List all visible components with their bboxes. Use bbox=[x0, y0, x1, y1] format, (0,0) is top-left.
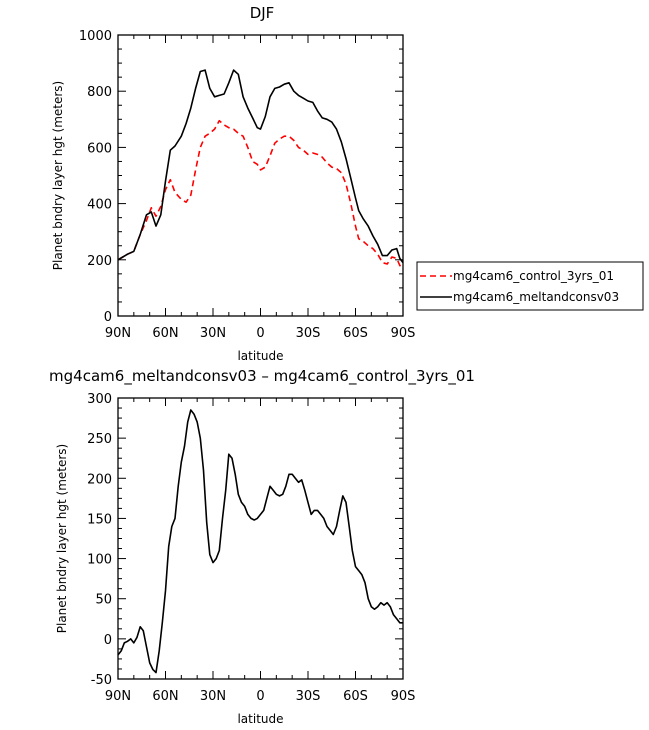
y-tick-label: 800 bbox=[87, 85, 112, 100]
x-tick-label: 30S bbox=[296, 689, 321, 704]
series-line-0 bbox=[117, 119, 404, 271]
y-tick-label: 250 bbox=[87, 432, 112, 447]
y-tick-label: 0 bbox=[104, 310, 112, 325]
y-tick-label: 50 bbox=[95, 593, 112, 608]
top-panel: DJF 90N 60N 30N 0 30S 60S 90S 0 200 400 600 800 1000 l… bbox=[51, 4, 644, 363]
y-tick-label: 200 bbox=[87, 472, 112, 487]
y-tick-label: 150 bbox=[87, 512, 112, 527]
y-axis-label: Planet bndry layer hgt (meters) bbox=[55, 444, 69, 634]
chart-title: DJF bbox=[250, 4, 275, 22]
x-axis-label: latitude bbox=[237, 712, 283, 726]
legend-label: mg4cam6_meltandconsv03 bbox=[453, 290, 619, 304]
plot-frame bbox=[117, 34, 404, 317]
y-tick-label: 1000 bbox=[79, 29, 112, 44]
legend-box bbox=[416, 261, 644, 311]
x-tick-label: 90S bbox=[391, 689, 416, 704]
x-tick-label: 90S bbox=[391, 326, 416, 341]
x-tick-label: 30N bbox=[200, 689, 226, 704]
x-tick-label: 60S bbox=[343, 326, 368, 341]
series-line-1 bbox=[117, 69, 404, 264]
legend: mg4cam6_control_3yrs_01 mg4cam6_meltandco… bbox=[416, 261, 644, 311]
chart-title: mg4cam6_meltandconsv03 – mg4cam6_control… bbox=[49, 367, 475, 386]
y-tick-label: 100 bbox=[87, 553, 112, 568]
y-tick-label: -50 bbox=[91, 673, 112, 688]
x-tick-label: 60N bbox=[152, 689, 178, 704]
y-tick-label: 300 bbox=[87, 392, 112, 407]
y-axis-label: Planet bndry layer hgt (meters) bbox=[51, 81, 65, 271]
legend-label: mg4cam6_control_3yrs_01 bbox=[453, 269, 614, 283]
x-tick-label: 60N bbox=[152, 326, 178, 341]
series-line-0 bbox=[117, 409, 403, 674]
bottom-panel: mg4cam6_meltandconsv03 – mg4cam6_control… bbox=[49, 367, 475, 726]
y-tick-label: 200 bbox=[87, 254, 112, 269]
x-tick-label: 0 bbox=[256, 326, 264, 341]
x-tick-label: 90N bbox=[105, 326, 131, 341]
x-tick-label: 0 bbox=[256, 689, 264, 704]
y-tick-label: 600 bbox=[87, 141, 112, 156]
x-tick-label: 60S bbox=[343, 689, 368, 704]
x-axis-label: latitude bbox=[237, 349, 283, 363]
x-tick-label: 30N bbox=[200, 326, 226, 341]
x-tick-label: 30S bbox=[296, 326, 321, 341]
y-tick-label: 400 bbox=[87, 198, 112, 213]
y-tick-label: 0 bbox=[104, 633, 112, 648]
x-tick-label: 90N bbox=[105, 689, 131, 704]
